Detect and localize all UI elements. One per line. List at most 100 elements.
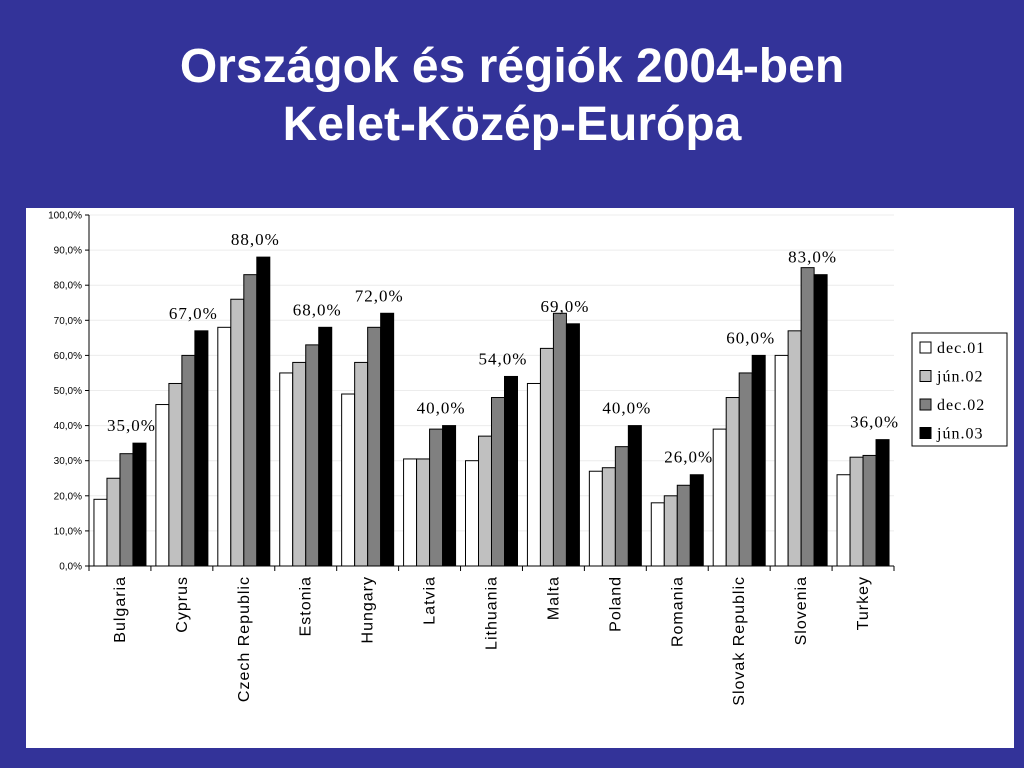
bar-dec-02 — [243, 274, 258, 567]
data-labels: 35,0% 67,0% 88,0% 68,0% 72,0% 40,0% 54,0% 69,0%… — [107, 230, 899, 467]
bar-j-n-02 — [106, 477, 121, 567]
y-tick-label: 60,0% — [54, 351, 82, 362]
y-tick-label: 80,0% — [54, 281, 82, 292]
title-line-2: Kelet-Közép-Európa — [282, 98, 742, 151]
bar-dec-01 — [712, 428, 727, 567]
data-label: 88,0% — [231, 230, 280, 249]
bar-dec-01 — [155, 404, 170, 567]
bar-dec-02 — [367, 326, 382, 567]
data-label: 26,0% — [664, 448, 713, 467]
bar-j-n-03 — [751, 354, 766, 567]
bar-dec-01 — [93, 498, 108, 567]
bar-dec-02 — [119, 453, 134, 567]
data-label: 67,0% — [169, 304, 218, 323]
data-label: 35,0% — [107, 416, 156, 435]
bar-j-n-03 — [132, 442, 147, 567]
y-tick-label: 10,0% — [54, 526, 82, 537]
bar-dec-01 — [403, 458, 418, 567]
legend-swatch — [919, 398, 932, 411]
y-tick-label: 30,0% — [54, 456, 82, 467]
legend-swatch — [919, 370, 932, 382]
data-label: 68,0% — [293, 300, 342, 319]
bar-dec-01 — [650, 502, 665, 567]
bar-dec-02 — [429, 428, 444, 567]
bar-dec-01 — [465, 460, 479, 567]
bar-j-n-03 — [813, 274, 828, 567]
bar-dec-02 — [676, 484, 691, 567]
bar-j-n-02 — [539, 347, 554, 567]
legend-swatch — [919, 427, 932, 439]
y-tick-label: 50,0% — [54, 386, 82, 397]
bar-j-n-02 — [601, 467, 616, 567]
data-label: 60,0% — [726, 328, 775, 347]
x-tick-label: Slovak Republic — [731, 576, 748, 706]
bar-dec-01 — [341, 393, 356, 567]
x-tick-label: Romania — [669, 576, 686, 647]
bar-dec-02 — [181, 354, 196, 567]
y-tick-label: 40,0% — [54, 421, 82, 432]
legend-swatch — [919, 341, 932, 354]
x-tick-label: Hungary — [360, 576, 377, 643]
bar-j-n-03 — [504, 375, 518, 567]
x-tick-label: Estonia — [298, 576, 315, 636]
data-label: 40,0% — [417, 399, 466, 418]
y-tick-label: 100,0% — [48, 211, 82, 222]
bar-j-n-03 — [565, 323, 580, 567]
bar-dec-02 — [800, 267, 815, 567]
bar-j-n-03 — [194, 330, 209, 567]
bar-dec-01 — [279, 372, 294, 567]
bar-dec-02 — [552, 312, 567, 567]
bar-j-n-03 — [627, 425, 642, 567]
y-tick-label: 70,0% — [54, 316, 82, 327]
y-tick-label: 0,0% — [59, 562, 82, 573]
x-tick-label: Turkey — [855, 576, 872, 630]
data-label: 69,0% — [540, 297, 589, 316]
x-tick-label: Latvia — [422, 576, 439, 625]
bar-j-n-02 — [168, 382, 183, 567]
y-tick-label: 90,0% — [54, 246, 82, 257]
bar-j-n-02 — [230, 298, 245, 567]
bar-dec-02 — [614, 446, 629, 567]
x-tick-label: Lithuania — [484, 576, 501, 650]
data-label: 54,0% — [479, 349, 528, 368]
data-label: 40,0% — [602, 399, 651, 418]
bar-j-n-02 — [663, 495, 678, 567]
bar-j-n-03 — [256, 256, 271, 567]
x-axis-ticks: Bulgaria Cyprus Czech Republic Estonia Hunga… — [88, 566, 895, 706]
bar-dec-01 — [217, 326, 232, 567]
bar-dec-01 — [526, 382, 541, 567]
bar-dec-01 — [836, 474, 851, 567]
bar-dec-02 — [305, 344, 320, 567]
bar-dec-01 — [774, 354, 789, 567]
bar-dec-02 — [862, 454, 877, 567]
bar-dec-02 — [491, 397, 505, 567]
y-axis-ticks: 0,0% 10,0% 20,0% 30,0% 40,0% 50,0% 60,0% 70,0% 8… — [48, 211, 89, 573]
x-tick-label: Poland — [607, 576, 624, 632]
y-tick-label: 20,0% — [54, 491, 82, 502]
bar-dec-02 — [738, 372, 753, 567]
slide-title: Országok és régiók 2004-ben Kelet-Közép-… — [0, 38, 1024, 154]
bar-j-n-02 — [478, 435, 492, 567]
bar-j-n-03 — [875, 439, 890, 567]
bar-j-n-03 — [689, 474, 704, 567]
bar-j-n-03 — [318, 326, 333, 567]
x-tick-label: Cyprus — [174, 576, 191, 633]
x-tick-label: Bulgaria — [112, 576, 129, 643]
data-label: 36,0% — [850, 413, 899, 432]
title-line-1: Országok és régiók 2004-ben — [179, 40, 845, 93]
x-tick-label: Czech Republic — [236, 576, 253, 702]
page-number: 48 — [957, 706, 975, 723]
bar-j-n-03 — [442, 425, 457, 567]
bar-j-n-02 — [354, 361, 369, 567]
legend-label: dec.01 — [937, 340, 985, 357]
x-tick-label: Malta — [545, 576, 562, 620]
legend-label: jún.02 — [936, 369, 983, 386]
bar-j-n-02 — [416, 458, 431, 567]
bar-j-n-03 — [380, 312, 395, 567]
x-tick-label: Slovenia — [793, 576, 810, 645]
legend-label: jún.03 — [936, 426, 983, 443]
bar-j-n-02 — [849, 456, 864, 567]
legend: dec.01 jún.02 dec.02 jún.03 — [911, 332, 1008, 447]
bar-dec-01 — [588, 470, 603, 567]
